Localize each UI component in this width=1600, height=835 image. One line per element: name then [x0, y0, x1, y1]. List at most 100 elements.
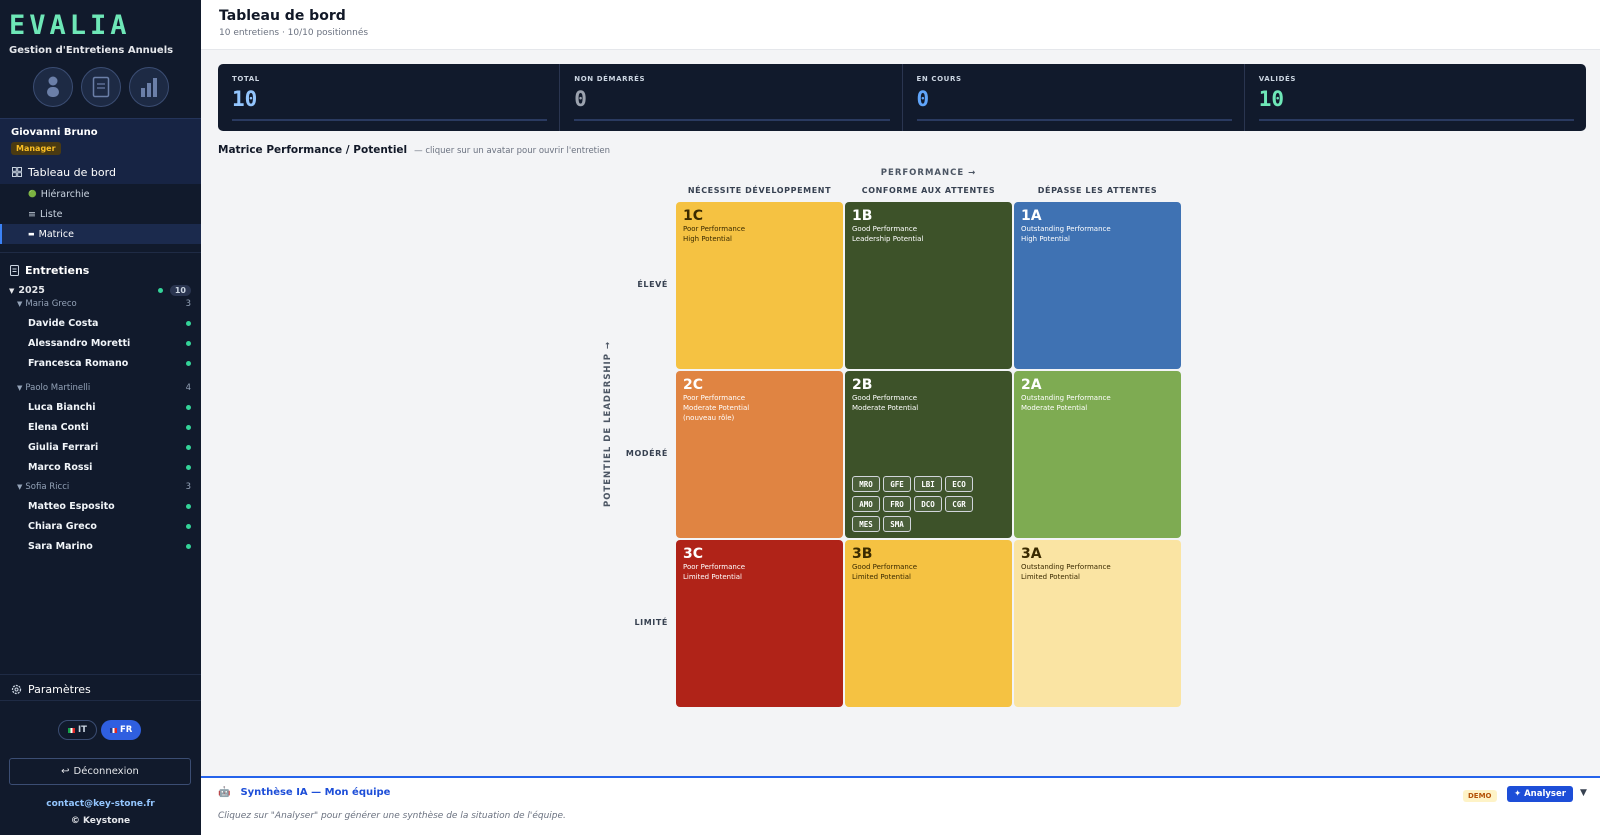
employee-avatar[interactable]: SMA [883, 516, 911, 532]
lang-fr-label: FR [119, 725, 133, 735]
role-badge: Manager [11, 142, 61, 155]
tree-manager-name: Paolo Martinelli [25, 383, 91, 393]
tree-employee[interactable]: Alessandro Moretti [28, 338, 191, 349]
page-header: Tableau de bord 10 entretiens · 10/10 po… [201, 0, 1600, 50]
stat-underline [916, 119, 1232, 121]
grid-icon [12, 167, 22, 177]
matrix-cell-3a[interactable]: 3A Outstanding Performance Limited Potenti… [1014, 540, 1181, 707]
cell-description: Outstanding Performance [1021, 225, 1111, 233]
status-dot [157, 288, 163, 293]
employee-name: Luca Bianchi [28, 402, 96, 413]
tree-employee[interactable]: Luca Bianchi [28, 402, 191, 413]
tree-employee[interactable]: Giulia Ferrari [28, 442, 191, 453]
lang-it-button[interactable]: IT [58, 720, 97, 740]
italy-flag-icon [68, 727, 75, 733]
matrix-cell-2a[interactable]: 2A Outstanding Performance Moderate Potent… [1014, 371, 1181, 538]
cell-description: Good Performance [852, 563, 918, 571]
employee-avatar[interactable]: LBI [914, 476, 942, 492]
stat-value: 0 [574, 87, 587, 111]
tree-employee[interactable]: Elena Conti [28, 422, 191, 433]
ai-panel-title: Synthèse IA — Mon équipe [240, 787, 391, 798]
stat-underline [574, 119, 890, 121]
cell-code: 3B [852, 546, 873, 562]
lang-fr-button[interactable]: FR [100, 720, 142, 740]
employee-name: Giulia Ferrari [28, 442, 99, 453]
cell-description: Limited Potential [852, 573, 911, 581]
cell-code: 1A [1021, 208, 1042, 224]
nav-matrice-label: Matrice [38, 228, 74, 240]
matrix-icon: ▬ [28, 230, 35, 238]
tree-employee[interactable]: Matteo Esposito [28, 501, 191, 512]
current-user: Giovanni Bruno Manager [0, 118, 201, 184]
chevron-down-icon[interactable]: ▼ [1580, 788, 1587, 798]
cell-code: 2B [852, 377, 873, 393]
matrix-cell-1a[interactable]: 1A Outstanding Performance High Potential [1014, 202, 1181, 369]
employee-name: Francesca Romano [28, 358, 129, 369]
stat-value: 10 [1258, 87, 1285, 111]
analyse-button[interactable]: ✦ Analyser [1507, 786, 1573, 802]
status-dot [186, 445, 191, 450]
employee-avatar[interactable]: GFE [883, 476, 911, 492]
nav-matrice[interactable]: ▬ Matrice [0, 224, 201, 244]
tree-employee[interactable]: Francesca Romano [28, 358, 191, 369]
employee-avatar[interactable]: DCO [914, 496, 942, 512]
nav-dashboard[interactable]: Tableau de bord [0, 161, 201, 183]
logout-icon: ↩ [61, 766, 70, 777]
employee-name: Matteo Esposito [28, 501, 115, 512]
nav-settings-label: Paramètres [28, 683, 91, 696]
nav-dashboard-label: Tableau de bord [28, 165, 116, 179]
cell-description: Poor Performance [683, 225, 745, 233]
status-dot [186, 405, 191, 410]
tree-employee[interactable]: Davide Costa [28, 318, 191, 329]
logout-label: Déconnexion [73, 766, 139, 777]
stat-label: NON DÉMARRÉS [574, 75, 646, 83]
cell-description: Moderate Potential [1021, 404, 1088, 412]
contact-link[interactable]: contact@key-stone.fr [46, 799, 155, 809]
cell-description: Poor Performance [683, 394, 745, 402]
robot-icon: 🤖 [218, 787, 231, 798]
status-dot [186, 361, 191, 366]
tree-employee[interactable]: Marco Rossi [28, 462, 191, 473]
nav-hierarchie[interactable]: 🟢 Hiérarchie [0, 184, 201, 204]
matrix-cell-2c[interactable]: 2C Poor Performance Moderate Potential (nou… [676, 371, 843, 538]
matrix-cell-1c[interactable]: 1C Poor Performance High Potential [676, 202, 843, 369]
ai-synthesis-panel: 🤖 Synthèse IA — Mon équipe Cliquez sur "… [201, 776, 1600, 835]
employee-avatar[interactable]: MES [852, 516, 880, 532]
stat-label: EN COURS [916, 75, 962, 83]
user-icon[interactable] [33, 67, 73, 107]
matrix-cell-2b[interactable]: 2B Good Performance Moderate Potential MRO G… [845, 371, 1012, 538]
chart-icon[interactable] [129, 67, 169, 107]
tree-year[interactable]: ▼ 2025 10 [9, 285, 191, 296]
document-icon[interactable] [81, 67, 121, 107]
tree-manager[interactable]: ▼ Maria Greco 3 [17, 299, 191, 309]
cell-description: Leadership Potential [852, 235, 924, 243]
matrix-cell-1b[interactable]: 1B Good Performance Leadership Potential [845, 202, 1012, 369]
cell-description: Good Performance [852, 225, 918, 233]
status-dot [186, 465, 191, 470]
logout-button[interactable]: ↩ Déconnexion [9, 758, 191, 785]
matrix-cell-3b[interactable]: 3B Good Performance Limited Potential [845, 540, 1012, 707]
caret-down-icon: ▼ [9, 286, 15, 295]
status-dot [186, 321, 191, 326]
caret-down-icon: ▼ [17, 300, 23, 308]
employee-avatar[interactable]: FRO [883, 496, 911, 512]
employee-name: Davide Costa [28, 318, 99, 329]
cell-description: Limited Potential [1021, 573, 1080, 581]
employee-avatar[interactable]: CGR [945, 496, 973, 512]
tree-manager[interactable]: ▼ Paolo Martinelli 4 [17, 383, 191, 393]
tree-employee[interactable]: Sara Marino [28, 541, 191, 552]
tree-manager-count: 4 [185, 383, 191, 393]
column-header: NÉCESSITE DÉVELOPPEMENT [687, 186, 832, 195]
stat-not-started: NON DÉMARRÉS 0 [560, 64, 903, 131]
tree-employee[interactable]: Chiara Greco [28, 521, 191, 532]
app-subtitle: Gestion d'Entretiens Annuels [9, 45, 174, 56]
matrix-cell-3c[interactable]: 3C Poor Performance Limited Potential [676, 540, 843, 707]
employee-avatar[interactable]: AMO [852, 496, 880, 512]
nav-settings[interactable]: Paramètres [11, 683, 91, 696]
employee-avatar[interactable]: MRO [852, 476, 880, 492]
ai-panel-header[interactable]: 🤖 Synthèse IA — Mon équipe [218, 787, 390, 798]
employee-avatar[interactable]: ECO [945, 476, 973, 492]
nav-liste[interactable]: ≡ Liste [0, 204, 201, 224]
tree-manager[interactable]: ▼ Sofia Ricci 3 [17, 482, 191, 492]
cell-description: Good Performance [852, 394, 918, 402]
